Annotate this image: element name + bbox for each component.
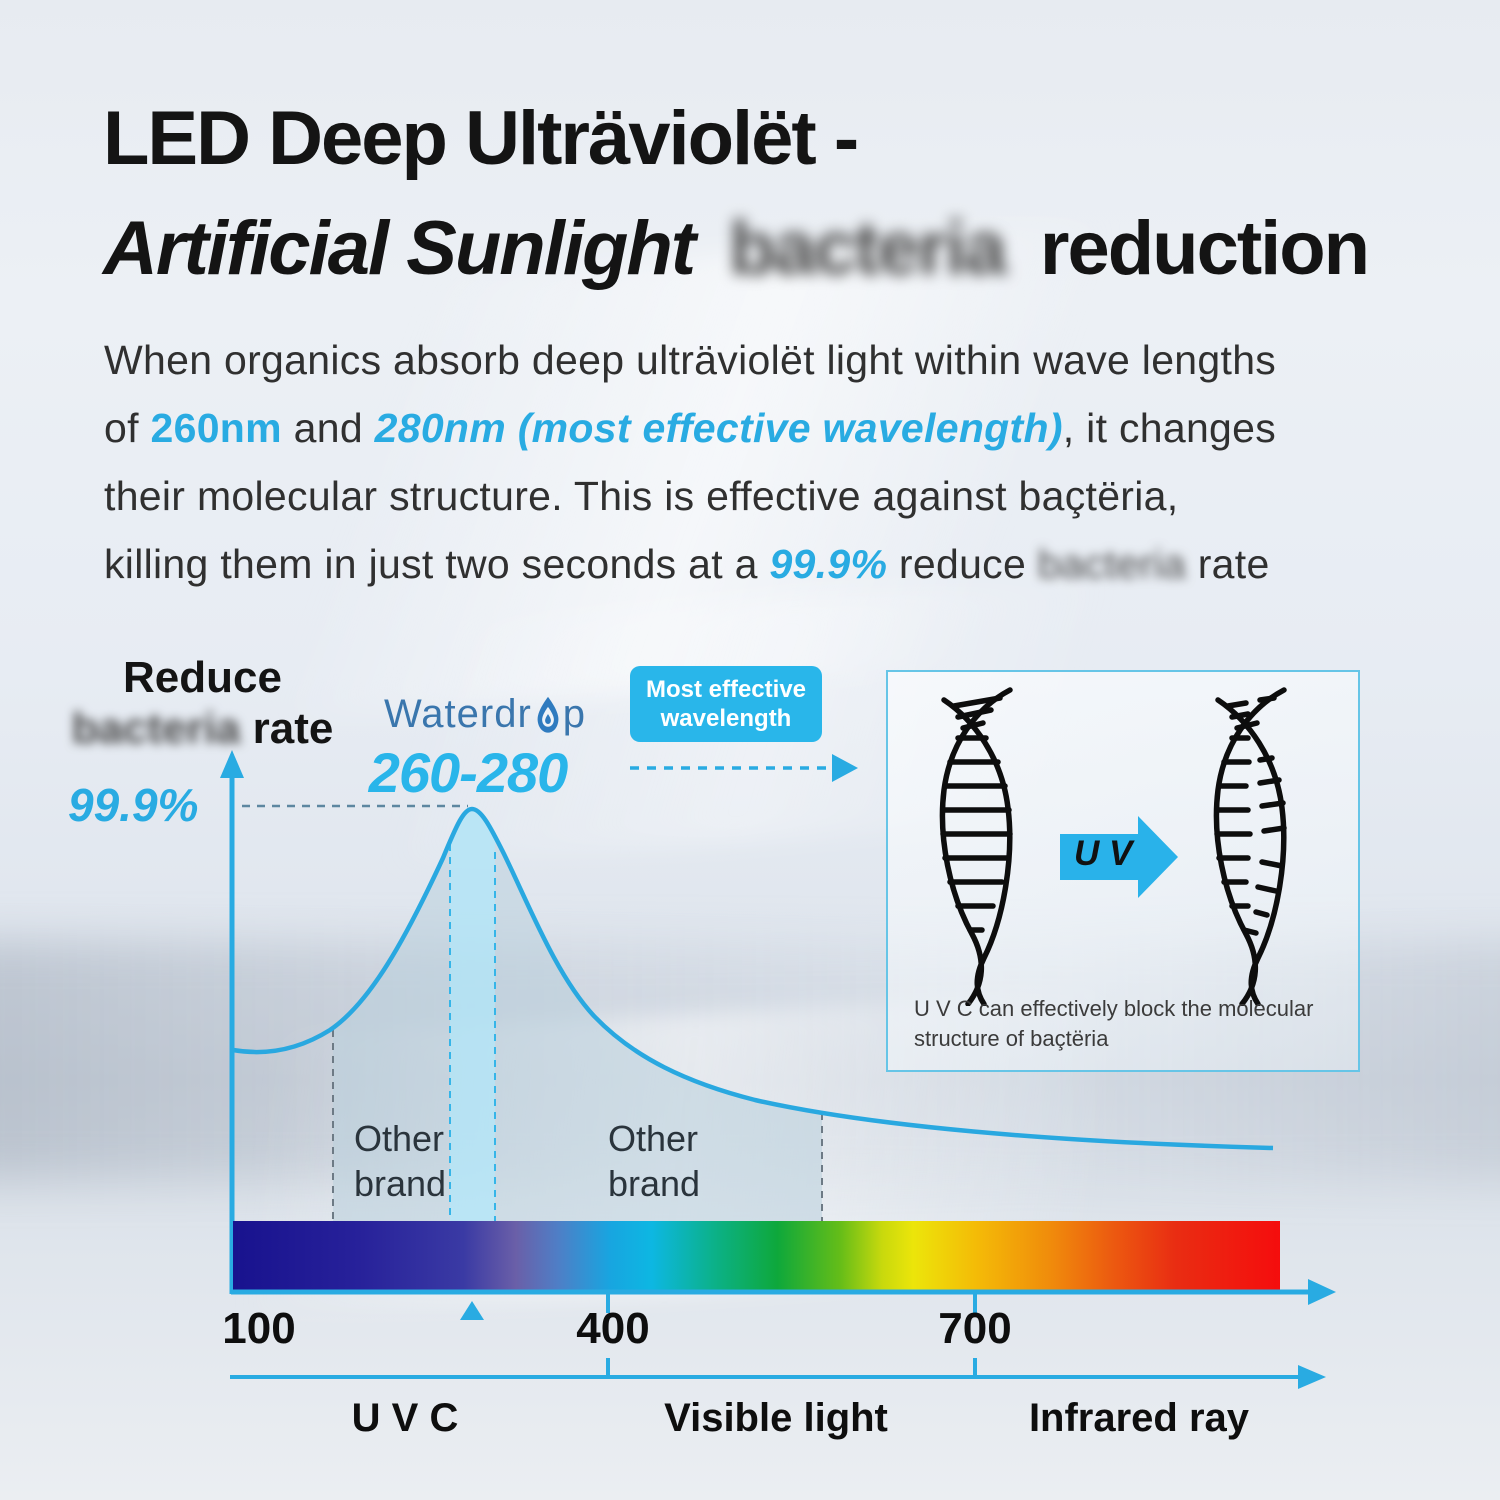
y-axis-arrowhead-icon xyxy=(220,750,244,778)
intro-line2: of 260nm and 280nm (most effective wavel… xyxy=(104,394,1276,462)
other-brand-area-right xyxy=(495,836,822,1221)
other-brand-area-left xyxy=(333,841,450,1221)
chart-y-title-line1: Reduce xyxy=(123,653,282,702)
band-label-infrared-ray: Infrared ray xyxy=(1028,1396,1250,1440)
intro-text: reduce xyxy=(887,541,1038,587)
intro-line1: When organics absorb deep ulträviolët li… xyxy=(104,337,1277,383)
waterdrop-droplet-icon xyxy=(537,696,559,733)
other-brand-label-line: Other xyxy=(354,1118,445,1159)
intro-line4: killing them in just two seconds at a 99… xyxy=(104,530,1276,598)
badge-line1: Most effective xyxy=(645,676,807,703)
headline-line2-rest: reduction xyxy=(1039,206,1370,291)
other-brand-label-line: Other xyxy=(608,1118,699,1159)
waterdrop-logo-prefix: Waterdr xyxy=(384,692,532,736)
headline-blurred-word: bacteria xyxy=(729,206,1006,291)
intro-blurred-word: bacteria xyxy=(1037,541,1187,587)
chart-y-title-blurred-word: bacteria xyxy=(71,704,241,753)
intro-text: killing them in just two seconds at a xyxy=(104,541,770,587)
other-brand-label-line: brand xyxy=(354,1163,447,1204)
x-axis-arrowhead-icon xyxy=(1308,1279,1336,1305)
intro-line3: their molecular structure. This is effec… xyxy=(104,473,1179,519)
x-tick-label-700: 700 xyxy=(938,1304,1012,1353)
peak-position-marker-icon xyxy=(460,1301,484,1320)
most-effective-wavelength-badge: Most effective wavelength xyxy=(630,666,822,742)
peak-value-label: 99.9% xyxy=(68,779,199,831)
waterdrop-band-area xyxy=(450,809,495,1221)
intro-highlight-280nm: 280nm (most effective wavelength) xyxy=(374,405,1063,451)
band-label-visible-light: Visible light xyxy=(664,1396,888,1440)
badge-pointer-arrowhead-icon xyxy=(832,754,858,782)
intro-text: rate xyxy=(1186,541,1270,587)
chart-y-title: Reduce bacteria rate xyxy=(55,652,350,754)
chart-y-title-line2: bacteria rate xyxy=(55,703,350,754)
response-curve xyxy=(232,806,1274,1151)
dna-helix-damaged-icon xyxy=(1213,687,1287,1006)
intro-text: of xyxy=(104,405,151,451)
band-axis-arrowhead-icon xyxy=(1298,1365,1326,1389)
badge-line2: wavelength xyxy=(660,705,792,732)
other-brand-label-line: brand xyxy=(608,1163,701,1204)
headline-line1: LED Deep Ulträviolët - xyxy=(103,96,859,181)
x-tick-label-400: 400 xyxy=(576,1304,650,1353)
x-tick-label-100: 100 xyxy=(222,1304,296,1353)
headline-line2: Artificial Sunlight bacteria reduction xyxy=(103,194,1370,304)
chart-y-title-rest: rate xyxy=(240,704,334,753)
light-spectrum-bar xyxy=(233,1221,1280,1292)
other-brand-label-right: Other brand xyxy=(608,1116,700,1206)
intro-highlight-260nm: 260nm xyxy=(150,405,282,451)
waterdrop-logo: Waterdr p xyxy=(384,692,586,737)
waterdrop-range-label: 260-280 xyxy=(368,741,569,804)
intro-paragraph: When organics absorb deep ulträviolët li… xyxy=(104,326,1276,598)
headline: LED Deep Ulträviolët - Artificial Sunlig… xyxy=(103,84,1370,304)
band-label-uvc: U V C xyxy=(351,1396,459,1440)
other-brand-label-left: Other brand xyxy=(354,1116,446,1206)
dna-panel-caption: U V C can effectively block the molecula… xyxy=(914,996,1314,1051)
uv-arrow-icon xyxy=(1060,816,1178,898)
dna-helix-intact-icon xyxy=(939,687,1013,1006)
intro-highlight-999: 99.9% xyxy=(769,541,888,587)
headline-line2-italic: Artificial Sunlight xyxy=(103,206,696,291)
uv-arrow-label: U V xyxy=(1074,834,1133,873)
dna-uv-panel: U V U V C can effectively bloc xyxy=(886,670,1360,1072)
intro-text: , it changes xyxy=(1062,405,1277,451)
waterdrop-logo-suffix: p xyxy=(562,692,587,736)
intro-text: and xyxy=(281,405,375,451)
